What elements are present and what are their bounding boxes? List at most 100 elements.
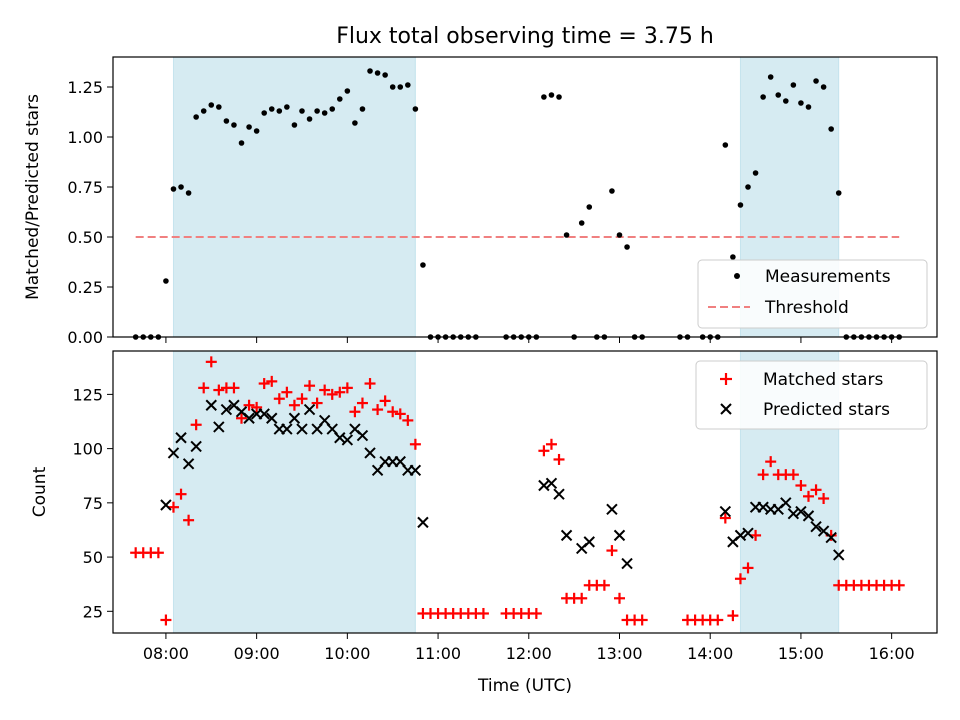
measurement-point-78 — [783, 98, 789, 104]
measurement-point-56 — [578, 220, 585, 226]
x-tick-label-2: 10:00 — [324, 644, 370, 663]
predicted-star-point-58 — [833, 549, 845, 561]
x-tick-label-8: 16:00 — [869, 644, 915, 663]
matched-star-point-21 — [288, 399, 300, 411]
predicted-star-point-2 — [175, 432, 187, 444]
measurement-point-23 — [306, 116, 313, 122]
predicted-star-point-16 — [288, 412, 301, 424]
predicted-star-point-37 — [560, 529, 573, 542]
matched-star-point-62 — [613, 592, 625, 604]
ratio-y-label-3: 0.75 — [67, 178, 103, 197]
measurement-point-51 — [541, 94, 547, 100]
matched-star-point-15 — [243, 399, 255, 411]
count-y-label-1: 50 — [83, 548, 103, 567]
measurement-point-36 — [405, 82, 411, 88]
measurement-point-71 — [730, 254, 736, 260]
count-panel-frame — [112, 350, 938, 634]
matched-star-point-23 — [304, 380, 316, 392]
count-y-label-3: 100 — [72, 440, 103, 459]
measurement-point-9 — [200, 108, 207, 114]
legend-predicted-marker — [720, 403, 732, 415]
predicted-star-point-26 — [364, 447, 376, 459]
legend-predicted-label: Predicted stars — [763, 400, 890, 420]
measurement-point-4 — [163, 278, 169, 284]
matched-star-point-60 — [598, 579, 610, 591]
predicted-star-point-32 — [409, 464, 422, 477]
measurement-point-12 — [223, 118, 230, 124]
x-tick-label-1: 09:00 — [234, 644, 280, 663]
predicted-star-point-36 — [553, 488, 565, 500]
matched-star-point-8 — [190, 419, 202, 431]
predicted-star-point-17 — [296, 423, 308, 435]
measurement-point-84 — [828, 126, 834, 132]
matched-star-point-70 — [712, 614, 724, 626]
measurement-point-75 — [760, 94, 766, 100]
matched-star-point-6 — [175, 488, 187, 500]
count-x-ticks: 08:00 09:00 10:00 11:00 12:00 13:00 14:00 15:00… — [143, 633, 915, 663]
matched-star-point-20 — [281, 386, 293, 398]
predicted-star-point-10 — [243, 412, 255, 424]
matched-star-point-17 — [258, 378, 270, 390]
legend-threshold-label: Threshold — [764, 298, 849, 318]
ratio-y-label-5: 1.25 — [67, 78, 103, 97]
measurement-point-85 — [835, 190, 842, 196]
count-panel: 25 50 75 100 125 08:00 09:00 10:00 11:00 12:00 13… — [30, 350, 938, 696]
x-axis-label: Time (UTC) — [477, 676, 572, 696]
measurement-point-37 — [412, 106, 419, 112]
legend-measurements-marker — [734, 273, 740, 279]
matched-star-point-14 — [236, 412, 248, 424]
measurement-point-76 — [767, 74, 774, 80]
chart-title: Flux total observing time = 3.75 h — [336, 24, 714, 49]
ratio-panel-frame — [112, 56, 938, 338]
legend-measurements-label: Measurements — [765, 267, 891, 287]
ratio-y-axis-label: Matched/Predicted stars — [23, 94, 43, 300]
ratio-y-label-4: 1.00 — [67, 128, 103, 147]
matched-star-point-3 — [152, 547, 164, 559]
measurement-point-26 — [329, 106, 336, 112]
predicted-star-point-13 — [266, 412, 278, 424]
measurement-point-74 — [752, 170, 759, 176]
matched-star-point-83 — [810, 484, 822, 496]
predicted-star-point-18 — [303, 403, 316, 416]
measurement-point-73 — [745, 184, 751, 190]
matched-star-point-77 — [765, 456, 777, 468]
predicted-star-point-7 — [220, 403, 233, 416]
measurement-point-11 — [216, 104, 222, 110]
matched-star-point-18 — [266, 375, 278, 387]
measurement-point-6 — [178, 184, 184, 190]
predicted-star-point-23 — [341, 434, 354, 446]
matched-star-point-61 — [606, 545, 618, 557]
predicted-star-point-53 — [795, 505, 807, 518]
matched-star-point-31 — [364, 378, 376, 390]
count-legend: Matched stars Predicted stars — [695, 360, 928, 430]
predicted-star-point-51 — [780, 497, 792, 509]
measurement-point-19 — [276, 108, 283, 114]
count-shaded-window-0 — [172, 350, 416, 634]
matched-star-point-4 — [160, 614, 172, 626]
measurement-point-27 — [336, 96, 343, 102]
measurement-point-53 — [556, 94, 562, 100]
matched-star-point-36 — [402, 414, 414, 426]
matched-star-point-35 — [394, 408, 406, 420]
x-tick-label-5: 13:00 — [596, 644, 642, 663]
measurement-point-79 — [790, 82, 797, 88]
measurement-point-8 — [193, 114, 199, 120]
predicted-star-point-6 — [213, 421, 225, 433]
ratio-panel: 0.00 0.25 0.50 0.75 1.00 1.25 Matched/Predict… — [23, 56, 938, 347]
measurement-point-10 — [208, 102, 215, 108]
measurement-point-18 — [268, 106, 275, 112]
matched-star-point-7 — [183, 514, 195, 526]
matched-star-point-82 — [802, 490, 814, 502]
measurement-point-21 — [291, 122, 298, 128]
matched-star-point-84 — [818, 493, 830, 505]
measurement-point-35 — [397, 84, 404, 90]
x-tick-label-7: 15:00 — [778, 644, 824, 663]
predicted-star-point-12 — [258, 408, 270, 420]
predicted-star-point-41 — [613, 529, 626, 542]
measurement-point-32 — [374, 70, 381, 76]
matched-star-point-75 — [750, 529, 762, 541]
count-y-label-0: 25 — [83, 602, 103, 621]
predicted-star-point-55 — [810, 521, 822, 533]
matched-star-point-53 — [545, 438, 557, 450]
matched-star-point-27 — [334, 386, 346, 398]
